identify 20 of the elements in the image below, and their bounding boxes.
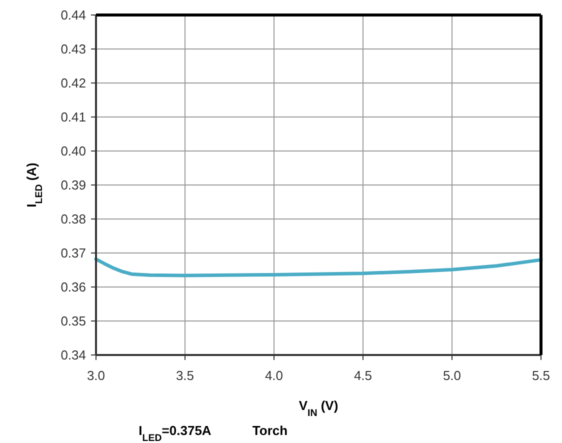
- y-tick-label: 0.42: [60, 76, 86, 91]
- x-tick-label: 4.0: [264, 368, 284, 383]
- x-tick-label: 5.0: [442, 368, 462, 383]
- y-tick-label: 0.36: [60, 280, 86, 295]
- x-axis-title: V$_{IN}$ (V): [298, 398, 338, 418]
- text: I$_{LED}$=0.375A: [138, 423, 212, 443]
- x-tick-label: 3.5: [176, 368, 194, 383]
- y-tick-label: 0.39: [60, 178, 86, 193]
- y-tick-label: 0.38: [60, 212, 86, 227]
- y-tick-label: 0.35: [60, 314, 86, 329]
- y-tick-label: 0.37: [60, 246, 86, 261]
- y-tick-label: 0.41: [60, 110, 86, 125]
- y-tick-label: 0.43: [60, 42, 86, 57]
- y-tick-label: 0.40: [60, 144, 86, 159]
- text: Torch: [252, 423, 288, 438]
- y-tick-label: 0.34: [60, 348, 86, 363]
- y-tick-label: 0.44: [60, 8, 86, 23]
- x-tick-label: 4.5: [354, 368, 372, 383]
- x-tick-label: 3.0: [86, 368, 106, 383]
- x-tick-label: 5.5: [532, 368, 550, 383]
